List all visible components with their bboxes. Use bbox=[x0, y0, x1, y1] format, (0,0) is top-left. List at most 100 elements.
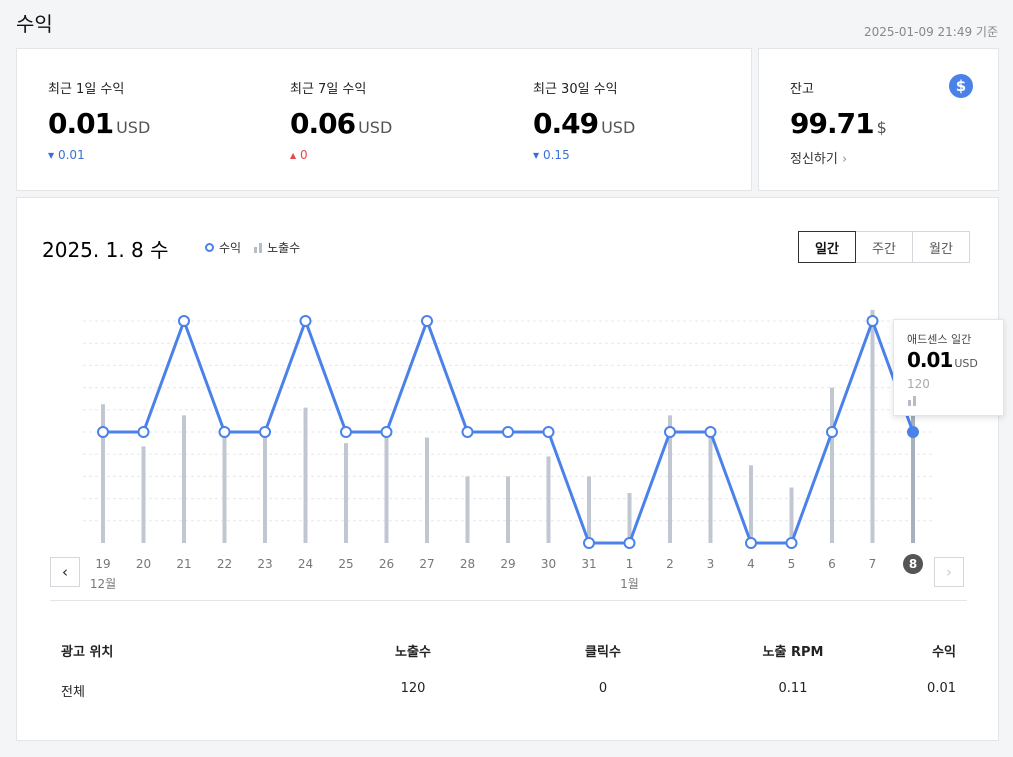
x-tick-label: 25 bbox=[338, 557, 353, 571]
arrow-down-icon: ▼ bbox=[48, 151, 55, 160]
revenue-point bbox=[178, 315, 190, 327]
stat-unit: USD bbox=[601, 118, 636, 137]
tooltip-impressions: 120 bbox=[907, 377, 930, 391]
x-tick-label: 5 bbox=[788, 557, 796, 571]
impression-bar bbox=[101, 404, 105, 543]
revenue-point bbox=[299, 315, 312, 327]
table-cell: 120 bbox=[400, 681, 426, 696]
impression-bar bbox=[789, 487, 794, 543]
x-tick-label: 7 bbox=[869, 557, 877, 571]
x-tick-label: 28 bbox=[460, 557, 475, 571]
revenue-point bbox=[421, 315, 433, 327]
revenue-point bbox=[623, 537, 636, 549]
table-header-cell: 클릭수 bbox=[585, 645, 621, 660]
chart-legend: 수익 노출수 bbox=[205, 239, 300, 256]
tab-daily[interactable]: 일간 bbox=[798, 231, 856, 263]
table-cell: 0.01 bbox=[927, 681, 956, 696]
table-header-cell: 노출 RPM bbox=[762, 645, 824, 660]
table-cell: 전체 bbox=[61, 685, 85, 700]
stat-value: 0.01 USD bbox=[48, 107, 150, 140]
month-label: 12월 bbox=[90, 577, 116, 591]
x-tick-label: 19 bbox=[95, 557, 110, 571]
arrow-up-icon: ▲ bbox=[290, 151, 297, 160]
impression-bar bbox=[587, 476, 591, 543]
revenue-point bbox=[461, 426, 474, 438]
tab-weekly[interactable]: 주간 bbox=[855, 231, 913, 263]
x-tick-label: 22 bbox=[217, 557, 232, 571]
revenue-point bbox=[542, 426, 555, 438]
legend-impressions-label: 노출수 bbox=[267, 241, 301, 255]
revenue-point bbox=[745, 537, 757, 549]
stat-label: 최근 30일 수익 bbox=[533, 82, 618, 97]
stat-change-value: 0 bbox=[299, 148, 308, 162]
revenue-point bbox=[218, 426, 231, 438]
balance-card: 잔고 99.71 $ 정신하기 › $ bbox=[758, 48, 999, 191]
revenue-point bbox=[137, 426, 150, 438]
selected-day-badge bbox=[903, 554, 923, 574]
x-tick-label: 29 bbox=[500, 557, 515, 571]
timestamp: 2025-01-09 21:49 기준 bbox=[863, 25, 998, 39]
stat-value: 0.06 USD bbox=[290, 107, 392, 140]
revenue-point bbox=[259, 426, 271, 438]
x-tick-label: 27 bbox=[419, 557, 434, 571]
x-tick-label: 6 bbox=[828, 557, 836, 571]
chart-card: 19 20 21 22 23 24 25 26 27 28 29 30 31 1 2 3 4 5 6 7 8 12월 1월 … bbox=[16, 197, 1004, 741]
next-button[interactable]: › bbox=[934, 557, 964, 587]
table-header-cell: 광고 위치 bbox=[61, 645, 114, 660]
table-row: 전체 120 0 0.11 0.01 bbox=[61, 671, 956, 711]
revenue-point bbox=[785, 537, 798, 549]
x-tick-label: 26 bbox=[379, 557, 394, 571]
impression-bar bbox=[303, 407, 308, 543]
impression-bar bbox=[911, 409, 915, 543]
stat-change: ▼ 0.15 bbox=[533, 148, 570, 162]
impression-bar bbox=[425, 437, 429, 543]
x-tick-label: 2 bbox=[666, 557, 674, 571]
revenue-point bbox=[866, 315, 879, 327]
x-tick-label: 3 bbox=[707, 557, 715, 571]
impression-bar bbox=[263, 432, 267, 543]
stat-change-value: 0.15 bbox=[542, 148, 570, 162]
stat-number: 0.49 bbox=[533, 107, 599, 140]
stat-value: 0.49 USD bbox=[533, 107, 635, 140]
x-tick-label: 21 bbox=[176, 557, 191, 571]
stat-change: ▼ 0.01 bbox=[48, 148, 85, 162]
month-label: 1월 bbox=[620, 577, 639, 591]
arrow-down-icon: ▼ bbox=[533, 151, 540, 160]
x-tick-label: 1 bbox=[626, 557, 634, 571]
impression-bar bbox=[384, 434, 389, 543]
prev-button[interactable]: ‹ bbox=[50, 557, 80, 587]
stat-number: 0.06 bbox=[290, 107, 356, 140]
x-tick-label: 8 bbox=[909, 557, 917, 571]
tooltip-unit: USD bbox=[954, 357, 978, 370]
chevron-right-icon: › bbox=[841, 152, 848, 167]
revenue-point bbox=[704, 426, 717, 438]
table-header-cell: 수익 bbox=[932, 645, 956, 660]
legend-revenue-label: 수익 bbox=[219, 241, 242, 255]
impression-bar bbox=[870, 309, 875, 543]
revenue-point bbox=[907, 426, 919, 438]
settle-label: 정신하기 bbox=[790, 152, 838, 167]
tab-monthly[interactable]: 월간 bbox=[912, 231, 970, 263]
revenue-point bbox=[664, 426, 676, 438]
impression-bar bbox=[222, 432, 227, 543]
settle-link[interactable]: 정신하기 › bbox=[790, 148, 847, 167]
table-header: 광고 위치 노출수 클릭수 노출 RPM 수익 bbox=[61, 631, 956, 671]
stat-label: 최근 7일 수익 bbox=[290, 82, 367, 97]
page-title: 수익 bbox=[16, 12, 53, 36]
x-tick-label: 23 bbox=[257, 557, 272, 571]
x-tick-label: 24 bbox=[298, 557, 313, 571]
stat-label: 최근 1일 수익 bbox=[48, 82, 125, 97]
impression-bar bbox=[708, 432, 713, 543]
impression-bar bbox=[182, 415, 186, 543]
impression-bar bbox=[141, 446, 146, 543]
impression-bar bbox=[465, 476, 470, 543]
dollar-icon: $ bbox=[949, 74, 973, 98]
balance-value: 99.71 $ bbox=[790, 107, 887, 140]
balance-number: 99.71 bbox=[790, 107, 875, 140]
placement-table: 광고 위치 노출수 클릭수 노출 RPM 수익 전체 120 0 0.11 0.… bbox=[61, 631, 956, 711]
legend-revenue-icon bbox=[205, 243, 214, 252]
x-tick-label: 31 bbox=[581, 557, 596, 571]
revenue-point bbox=[502, 426, 514, 438]
impression-bar bbox=[668, 415, 672, 543]
divider bbox=[50, 600, 967, 601]
